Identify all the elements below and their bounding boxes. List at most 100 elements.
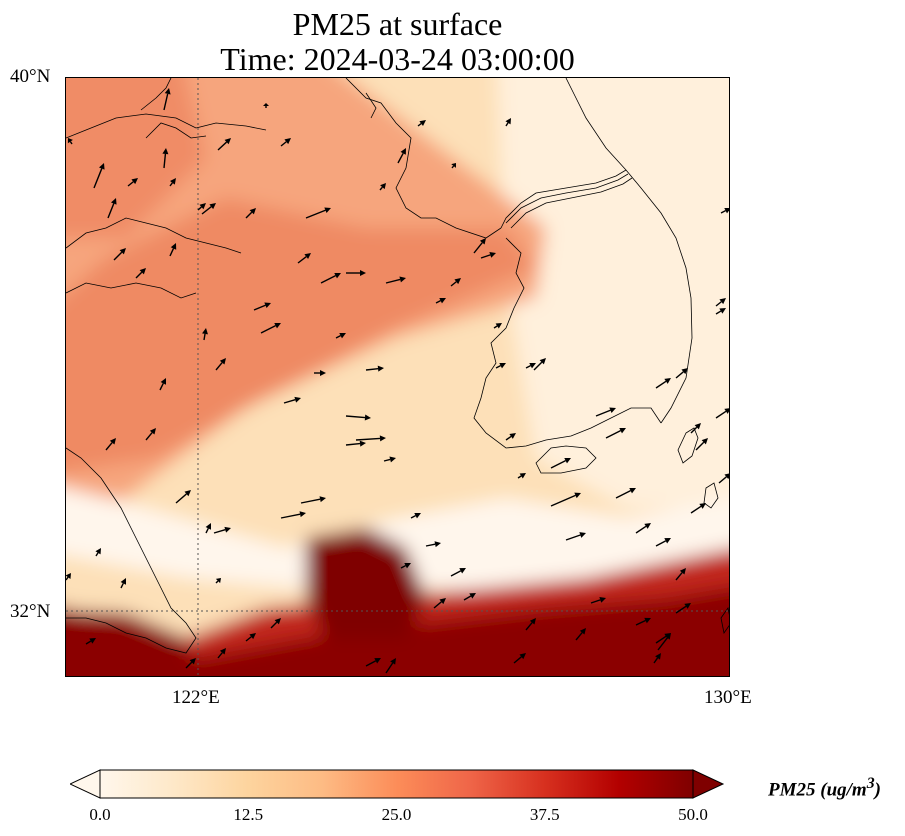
wind-arrow-shaft — [397, 152, 404, 164]
wind-arrow-head — [399, 276, 406, 283]
wind-arrow-head — [439, 598, 446, 605]
coastlines — [66, 78, 729, 654]
wind-arrow-head — [294, 396, 301, 403]
map-panel[interactable] — [65, 77, 730, 677]
wind-arrow-shaft — [245, 211, 253, 219]
wind-arrow-head — [149, 428, 156, 435]
wind-arrow-shaft — [495, 365, 501, 369]
wind-arrow-shaft — [383, 458, 391, 462]
wind-arrow-head — [664, 538, 671, 544]
wind-arrow-head — [379, 435, 386, 442]
wind-arrow — [379, 183, 386, 191]
colorbar-tick-label: 12.5 — [233, 805, 264, 824]
wind-arrow-head — [339, 333, 346, 339]
wind-arrow-shaft — [185, 661, 193, 669]
colorbar-tick-label: 50.0 — [678, 805, 708, 824]
wind-arrow-shaft — [435, 300, 441, 304]
wind-arrow-head — [299, 511, 306, 518]
wind-arrow-head — [644, 617, 651, 624]
map-title: PM25 at surface — [292, 6, 503, 42]
wind-arrow-shaft — [113, 251, 123, 261]
wind-arrow-shaft — [385, 278, 401, 284]
wind-arrow-head — [89, 638, 96, 644]
wind-arrow — [655, 378, 671, 389]
wind-arrow-shaft — [675, 371, 684, 379]
wind-arrow-head — [162, 148, 169, 155]
wind-arrow — [400, 563, 411, 569]
wind-arrow — [175, 490, 191, 504]
wind-arrow-shaft — [720, 210, 726, 214]
wind-arrow-shaft — [280, 141, 287, 147]
wind-arrow-head — [66, 573, 71, 579]
wind-arrow-head — [377, 365, 384, 372]
wind-arrow-shaft — [575, 632, 583, 641]
wind-arrow-shaft — [355, 437, 381, 441]
wind-arrow-shaft — [175, 493, 187, 504]
wind-arrow-shaft — [655, 380, 667, 389]
colorbar-max-extension — [692, 769, 725, 799]
wind-arrow — [145, 428, 156, 441]
wind-arrow-shaft — [657, 637, 668, 651]
wind-arrow-shaft — [107, 203, 115, 219]
wind-arrow-shaft — [305, 209, 326, 219]
wind-arrow — [270, 618, 281, 629]
wind-arrow — [85, 638, 96, 645]
wind-arrow-shaft — [345, 415, 366, 419]
wind-arrow-head — [131, 178, 138, 185]
wind-arrow-head — [264, 302, 271, 309]
wind-arrow-shaft — [690, 505, 702, 514]
lat-label-bottom: 32°N — [10, 601, 51, 622]
wind-arrow — [205, 523, 211, 534]
wind-arrow — [253, 302, 271, 311]
wind-arrow-head — [664, 633, 671, 640]
wind-arrow-shaft — [300, 498, 321, 504]
wind-arrow — [565, 532, 586, 541]
wind-arrow — [655, 538, 671, 547]
wind-arrow — [517, 473, 526, 479]
wind-arrow-head — [359, 440, 366, 447]
wind-arrow-shaft — [385, 662, 394, 674]
wind-arrow-head — [404, 563, 411, 569]
wind-arrow-head — [224, 138, 231, 145]
wind-arrow-head — [495, 323, 502, 329]
wind-arrow — [345, 414, 371, 421]
wind-arrow-shaft — [463, 595, 472, 601]
wind-arrow-shaft — [335, 335, 341, 339]
wind-arrow-shaft — [66, 576, 69, 581]
wind-arrow — [93, 163, 105, 189]
wind-arrow-shaft — [653, 657, 659, 664]
wind-arrow-shaft — [127, 181, 134, 187]
wind-arrow — [260, 323, 281, 334]
wind-arrow-head — [439, 298, 446, 304]
wind-arrow-shaft — [525, 365, 531, 369]
wind-arrow-head — [609, 407, 616, 414]
wind-arrow-head — [319, 496, 326, 503]
wind-arrow — [297, 253, 311, 264]
wind-arrow — [105, 438, 116, 451]
wind-arrow-shaft — [480, 254, 491, 259]
colorbar-min-extension — [70, 769, 101, 799]
wind-arrow — [385, 658, 396, 674]
wind-arrow-head — [664, 378, 671, 384]
wind-arrow — [715, 308, 726, 315]
wind-arrow-head — [109, 438, 116, 445]
wind-arrow-shaft — [135, 271, 143, 279]
wind-arrow-head — [529, 618, 536, 625]
wind-arrow-shaft — [245, 636, 252, 642]
wind-arrow-head — [499, 363, 506, 369]
wind-arrow — [533, 358, 546, 371]
wind-arrow-head — [655, 653, 661, 660]
wind-arrow — [525, 618, 536, 631]
wind-arrow — [505, 433, 516, 441]
wind-arrow — [66, 573, 71, 581]
wind-arrow — [197, 203, 206, 211]
wind-arrow-head — [644, 523, 651, 529]
wind-arrow — [300, 496, 326, 504]
wind-arrow-head — [205, 523, 211, 530]
wind-arrow-shaft — [297, 256, 307, 264]
wind-arrow-head — [694, 423, 701, 430]
wind-arrow — [169, 243, 177, 257]
wind-arrow-shaft — [163, 93, 169, 111]
wind-arrow-head — [202, 328, 208, 335]
wind-arrow-shaft — [163, 153, 167, 169]
